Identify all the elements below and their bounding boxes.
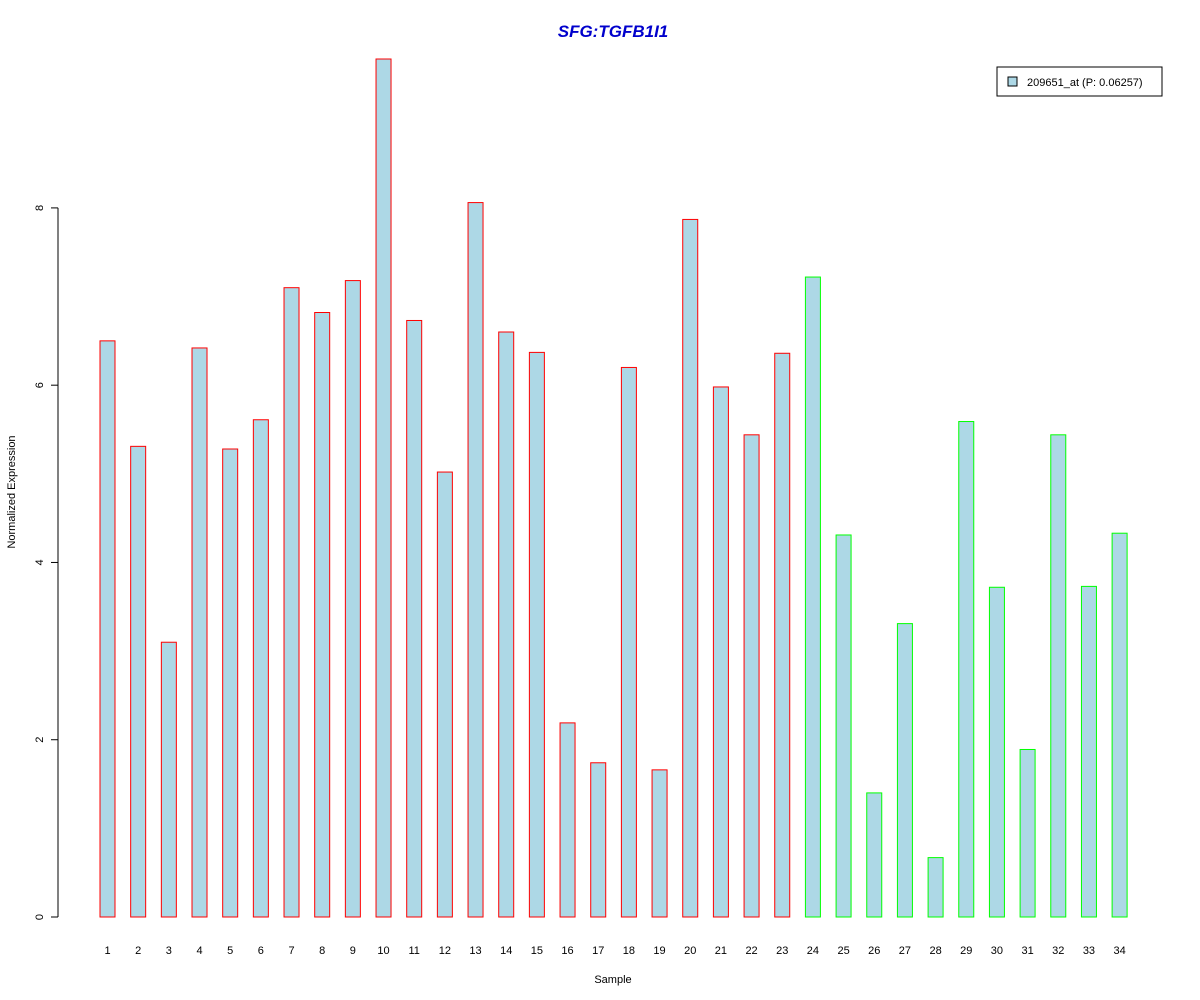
x-tick-label: 22 bbox=[745, 945, 757, 957]
bar bbox=[99, 340, 116, 918]
bar bbox=[682, 218, 699, 918]
legend-swatch bbox=[1007, 76, 1018, 87]
chart-title: SFG:TGFB1I1 bbox=[558, 22, 669, 41]
legend-box bbox=[996, 66, 1163, 97]
bar bbox=[743, 434, 760, 918]
x-tick-label: 17 bbox=[592, 945, 604, 957]
x-tick-label: 20 bbox=[684, 945, 696, 957]
x-tick-label: 19 bbox=[653, 945, 665, 957]
x-tick-label: 2 bbox=[135, 945, 141, 957]
x-tick-label: 11 bbox=[408, 945, 419, 957]
y-tick-label: 4 bbox=[34, 559, 46, 565]
y-axis-label: Normalized Expression bbox=[6, 435, 18, 548]
bar bbox=[436, 471, 453, 918]
y-axis: 0 2 4 6 8 bbox=[34, 205, 59, 920]
x-tick-label: 10 bbox=[377, 945, 389, 957]
bar bbox=[252, 419, 269, 918]
bar bbox=[467, 202, 484, 918]
bar bbox=[835, 534, 852, 918]
x-tick-label: 1 bbox=[104, 945, 110, 957]
legend: 209651_at (P: 0.06257) bbox=[996, 66, 1163, 97]
bar bbox=[528, 351, 545, 918]
bar bbox=[314, 312, 331, 918]
bar bbox=[590, 762, 607, 918]
bar bbox=[1080, 585, 1097, 918]
x-tick-label: 30 bbox=[991, 945, 1003, 957]
bar bbox=[498, 331, 515, 918]
x-tick-label: 6 bbox=[258, 945, 264, 957]
bar bbox=[406, 319, 423, 918]
x-tick-label: 16 bbox=[561, 945, 573, 957]
bar bbox=[988, 586, 1005, 918]
bar bbox=[774, 352, 791, 918]
bar bbox=[1019, 748, 1036, 918]
bar bbox=[222, 448, 239, 918]
x-axis-label: Sample bbox=[594, 974, 631, 986]
y-tick-label: 8 bbox=[34, 205, 46, 211]
y-tick-label: 0 bbox=[34, 914, 46, 920]
bar bbox=[283, 287, 300, 918]
bar bbox=[958, 421, 975, 918]
bar bbox=[375, 58, 392, 918]
x-tick-label: 34 bbox=[1113, 945, 1125, 957]
x-tick-label: 24 bbox=[807, 945, 819, 957]
x-tick-label: 15 bbox=[531, 945, 543, 957]
bar bbox=[344, 280, 361, 918]
bar bbox=[620, 366, 637, 918]
x-tick-label: 23 bbox=[776, 945, 788, 957]
bar bbox=[559, 722, 576, 918]
bar bbox=[712, 386, 729, 918]
x-tick-label: 9 bbox=[350, 945, 356, 957]
bar bbox=[927, 857, 944, 918]
x-tick-label: 4 bbox=[196, 945, 202, 957]
y-tick-label: 2 bbox=[34, 737, 46, 743]
x-tick-label: 7 bbox=[288, 945, 294, 957]
bar bbox=[651, 769, 668, 918]
x-tick-label: 26 bbox=[868, 945, 880, 957]
x-tick-label: 32 bbox=[1052, 945, 1064, 957]
x-tick-label: 18 bbox=[623, 945, 635, 957]
x-tick-label: 13 bbox=[469, 945, 481, 957]
bar bbox=[1111, 532, 1128, 918]
x-tick-labels: 1 2 3 4 5 6 7 8 9 10 11 12 13 14 15 16 17 18 19 20 21 22 23 24 2… bbox=[104, 945, 1125, 957]
x-tick-label: 28 bbox=[929, 945, 941, 957]
bar bbox=[160, 641, 177, 918]
legend-label: 209651_at (P: 0.06257) bbox=[1027, 77, 1143, 89]
x-tick-label: 29 bbox=[960, 945, 972, 957]
bar bbox=[804, 276, 821, 918]
y-tick-label: 6 bbox=[34, 382, 46, 388]
x-tick-label: 8 bbox=[319, 945, 325, 957]
bar bbox=[191, 347, 208, 918]
bar bbox=[896, 623, 913, 918]
x-tick-label: 3 bbox=[166, 945, 172, 957]
bar bbox=[130, 445, 147, 918]
bar bbox=[866, 792, 883, 918]
x-tick-label: 33 bbox=[1083, 945, 1095, 957]
bars-group bbox=[99, 58, 1128, 918]
x-tick-label: 27 bbox=[899, 945, 911, 957]
x-tick-label: 31 bbox=[1021, 945, 1033, 957]
x-tick-label: 21 bbox=[715, 945, 727, 957]
bar bbox=[1050, 434, 1067, 918]
x-tick-label: 5 bbox=[227, 945, 233, 957]
x-tick-label: 25 bbox=[837, 945, 849, 957]
x-tick-label: 14 bbox=[500, 945, 512, 957]
x-tick-label: 12 bbox=[439, 945, 451, 957]
